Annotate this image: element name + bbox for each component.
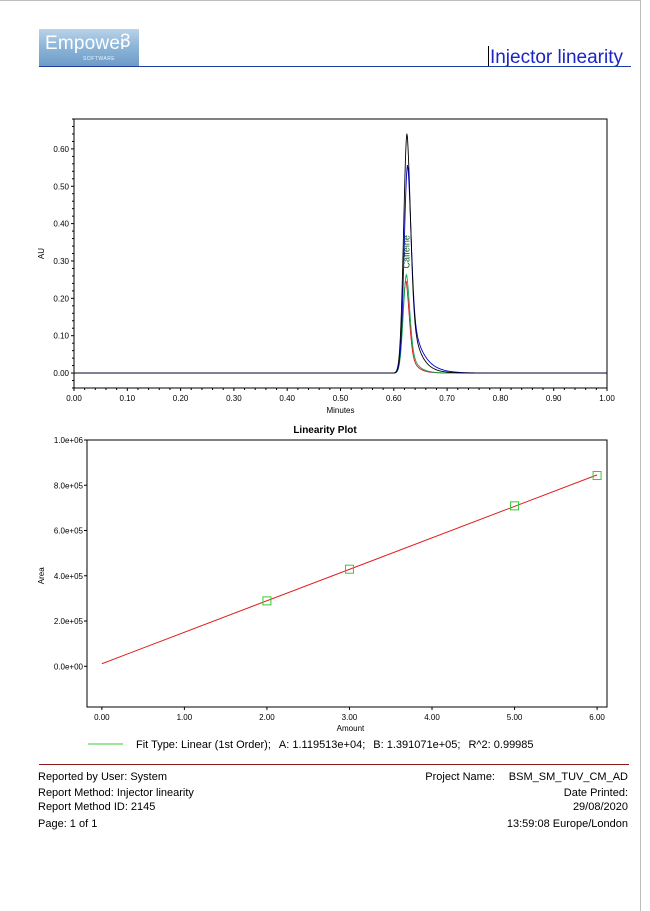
linearity-y-tick-label: 6.0e+05 xyxy=(54,527,84,536)
legend-coefficient-a: A: 1.119513e+04; xyxy=(279,739,365,751)
linearity-y-tick-label: 0.0e+00 xyxy=(54,662,84,671)
header-divider xyxy=(39,66,631,67)
linearity-x-axis-label: Amount xyxy=(337,724,365,733)
page-border-right xyxy=(640,0,641,911)
linearity-y-tick-label: 1.0e+06 xyxy=(54,436,84,445)
report-method-id: Report Method ID: 2145 xyxy=(38,801,156,813)
chromatogram-x-axis-label: Minutes xyxy=(326,406,354,415)
date-printed-time: 13:59:08 Europe/London xyxy=(506,818,628,830)
chromatogram-y-tick-label: 0.00 xyxy=(53,369,69,378)
chromatogram-x-tick-label: 0.00 xyxy=(66,394,82,403)
linearity-x-tick-label: 0.00 xyxy=(94,713,110,722)
linearity-x-tick-label: 2.00 xyxy=(259,713,275,722)
chromatogram-x-tick-label: 1.00 xyxy=(599,394,615,403)
linearity-data-point xyxy=(510,501,520,511)
logo-text: Empower xyxy=(45,33,127,54)
chromatogram-y-tick-label: 0.60 xyxy=(53,145,69,154)
linearity-y-tick-label: 4.0e+05 xyxy=(54,572,84,581)
linearity-y-axis-label: Area xyxy=(37,567,46,584)
project-name-value: BSM_SM_TUV_CM_AD xyxy=(508,771,628,783)
linearity-plot-title: Linearity Plot xyxy=(293,425,357,436)
legend-r-squared: R^2: 0.99985 xyxy=(468,739,533,751)
linearity-data-point xyxy=(344,564,354,574)
chromatogram-x-tick-label: 0.80 xyxy=(493,394,509,403)
chromatogram-y-tick-label: 0.30 xyxy=(53,257,69,266)
linearity-data-point xyxy=(262,596,272,606)
linearity-y-tick-label: 2.0e+05 xyxy=(54,617,84,626)
linearity-x-tick-label: 5.00 xyxy=(507,713,523,722)
chromatogram-y-tick-label: 0.50 xyxy=(53,182,69,191)
chromatogram-x-tick-label: 0.60 xyxy=(386,394,402,403)
peak-label-caffeine: Caffeine xyxy=(402,235,412,268)
report-title-text: Injector linearity xyxy=(489,47,623,68)
linearity-x-tick-label: 1.00 xyxy=(177,713,193,722)
date-printed-date: 29/08/2020 xyxy=(572,801,628,813)
report-title: Injector linearity xyxy=(487,46,623,69)
chromatogram-x-tick-label: 0.90 xyxy=(546,394,562,403)
chromatogram-y-axis-label: AU xyxy=(37,248,46,259)
text-cursor xyxy=(487,46,489,66)
empower-logo: Empower 3 SOFTWARE xyxy=(39,29,139,66)
chromatogram-y-tick-label: 0.10 xyxy=(53,332,69,341)
chromatogram-y-tick-label: 0.20 xyxy=(53,294,69,303)
date-printed-label: Date Printed: xyxy=(563,787,628,799)
legend-fit-type: Fit Type: Linear (1st Order); xyxy=(136,739,271,751)
project-name-label: Project Name: xyxy=(425,771,495,783)
chromatogram-x-tick-label: 0.70 xyxy=(439,394,455,403)
chromatogram-chart: 0.00 0.10 0.20 0.30 0.40 0.50 0.60 0.70 0.80 0.90… xyxy=(37,118,615,415)
chromatogram-trace-injection-1 xyxy=(74,133,607,374)
linearity-x-tick-label: 3.00 xyxy=(342,713,358,722)
page-border-top xyxy=(0,0,641,1)
linearity-fit-line xyxy=(101,474,598,665)
chromatogram-x-tick-label: 0.50 xyxy=(333,394,349,403)
linearity-x-tick-label: 6.00 xyxy=(589,713,605,722)
chromatogram-x-tick-label: 0.10 xyxy=(120,394,136,403)
chromatogram-frame xyxy=(73,118,608,389)
linearity-plot: Linearity Plot 0.00 1.00 2.00 3.00 4.00 5.00 6.… xyxy=(37,425,608,751)
reported-by-user: Reported by User: System xyxy=(38,771,167,783)
chromatogram-x-tick-label: 0.20 xyxy=(173,394,189,403)
chromatogram-x-tick-label: 0.40 xyxy=(279,394,295,403)
footer-divider xyxy=(39,764,629,765)
page-number: Page: 1 of 1 xyxy=(38,818,98,830)
linearity-y-tick-label: 8.0e+05 xyxy=(54,481,84,490)
linearity-data-point xyxy=(592,471,602,481)
logo-version: 3 xyxy=(120,31,131,52)
legend-coefficient-b: B: 1.391071e+05; xyxy=(373,739,460,751)
logo-subtitle: SOFTWARE xyxy=(83,56,116,62)
legend-fit-text: Fit Type: Linear (1st Order); A: 1.119513… xyxy=(136,739,534,751)
chromatogram-y-tick-label: 0.40 xyxy=(53,220,69,229)
linearity-x-tick-label: 4.00 xyxy=(424,713,440,722)
report-method: Report Method: Injector linearity xyxy=(38,787,194,799)
chromatogram-x-tick-label: 0.30 xyxy=(226,394,242,403)
